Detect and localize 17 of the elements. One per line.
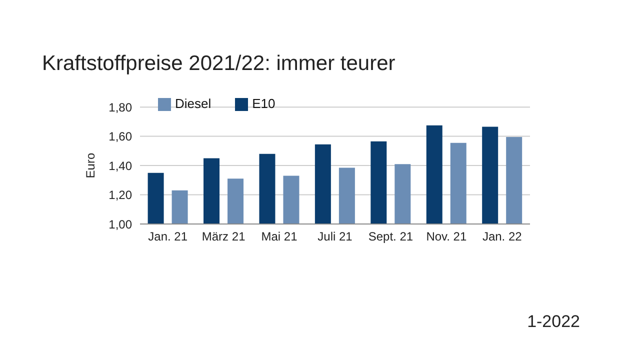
legend-label: Diesel [175, 96, 212, 111]
chart-title: Kraftstoffpreise 2021/22: immer teurer [42, 52, 396, 76]
y-tick-label: 1,40 [108, 158, 132, 173]
text: 1-2022 [527, 312, 580, 332]
x-tick-label: Jan. 22 [482, 230, 522, 244]
x-tick-label: März 21 [202, 230, 246, 244]
legend-label: E10 [252, 96, 276, 111]
y-tick-label: 1,80 [108, 100, 132, 114]
y-tick-label: 1,00 [108, 217, 132, 232]
y-axis-title: Euro [83, 152, 98, 178]
y-tick-label: 1,20 [108, 188, 132, 202]
x-tick-label: Sept. 21 [368, 230, 414, 244]
x-tick-label: Jan. 21 [148, 230, 188, 244]
x-tick-label: Nov. 21 [426, 230, 467, 244]
y-tick-label: 1,60 [108, 130, 132, 144]
x-tick-label: Juli 21 [318, 230, 353, 244]
x-tick-label: Mai 21 [261, 230, 298, 244]
